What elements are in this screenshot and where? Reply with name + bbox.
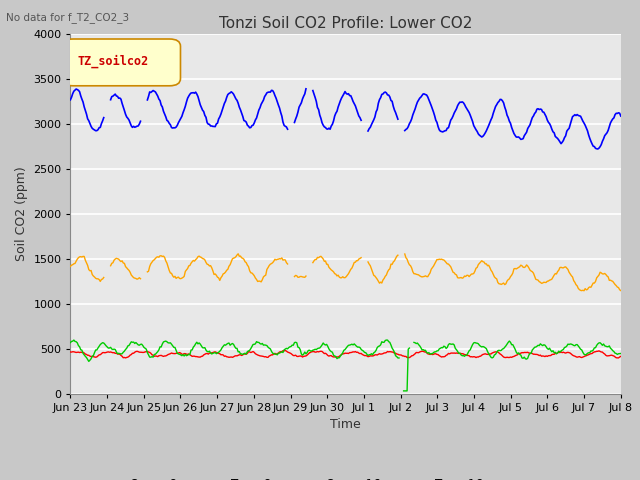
Legend: Open -8cm, Tree -8cm, Open -16cm, Tree -16cm: Open -8cm, Tree -8cm, Open -16cm, Tree -… [98, 473, 506, 480]
Text: TZ_soilco2: TZ_soilco2 [77, 55, 148, 68]
Y-axis label: Soil CO2 (ppm): Soil CO2 (ppm) [15, 166, 28, 261]
FancyBboxPatch shape [62, 39, 180, 86]
Text: No data for f_T2_CO2_3: No data for f_T2_CO2_3 [6, 12, 129, 23]
X-axis label: Time: Time [330, 418, 361, 431]
Title: Tonzi Soil CO2 Profile: Lower CO2: Tonzi Soil CO2 Profile: Lower CO2 [219, 16, 472, 31]
